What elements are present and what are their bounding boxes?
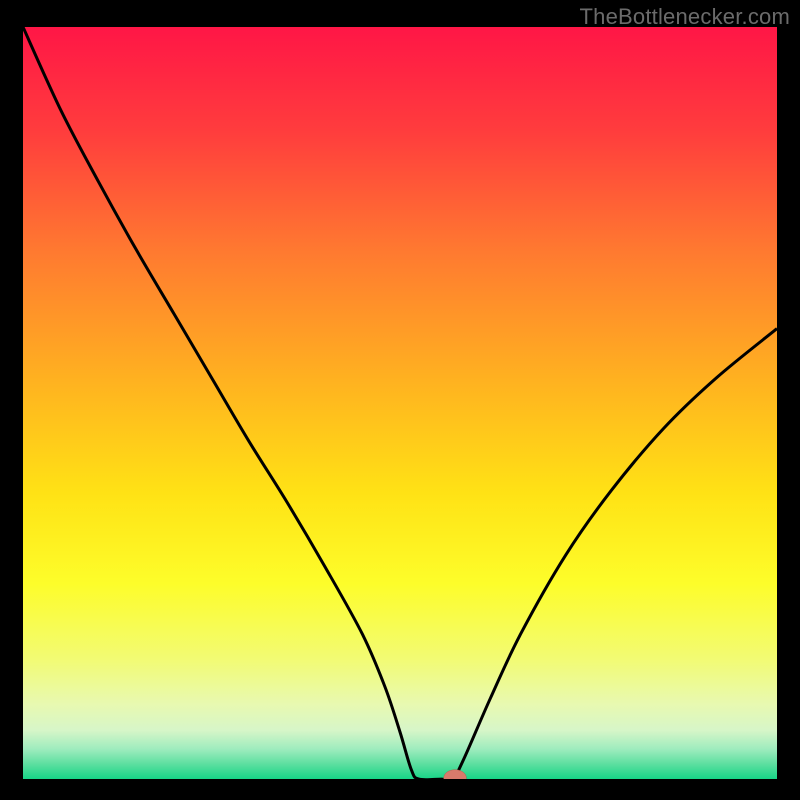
bottleneck-plot — [23, 27, 777, 779]
optimal-point-marker — [23, 27, 777, 779]
